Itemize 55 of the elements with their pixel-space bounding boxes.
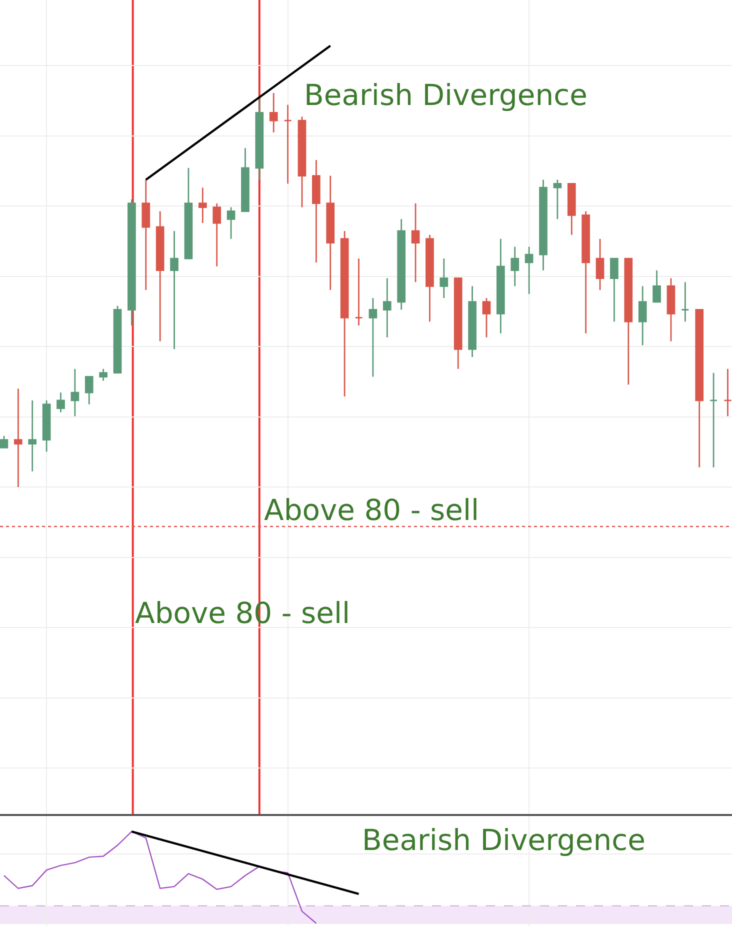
candlestick bbox=[610, 258, 618, 322]
candlestick bbox=[482, 297, 491, 338]
candlestick bbox=[99, 368, 108, 382]
candlestick bbox=[354, 258, 363, 326]
candlestick bbox=[397, 218, 406, 310]
candlestick bbox=[0, 435, 8, 448]
candlestick bbox=[298, 116, 306, 208]
candlestick bbox=[624, 258, 633, 386]
candlestick bbox=[113, 305, 122, 374]
candlestick bbox=[14, 388, 22, 488]
candlestick bbox=[709, 372, 718, 468]
candlestick bbox=[326, 175, 335, 291]
candlestick bbox=[42, 400, 51, 452]
candlestick bbox=[510, 246, 520, 287]
candlestick bbox=[582, 210, 590, 334]
candlestick bbox=[255, 96, 264, 180]
annotation: Bearish Divergence bbox=[362, 823, 646, 857]
candlestick bbox=[567, 182, 576, 236]
candlestick bbox=[524, 246, 534, 295]
candlestick bbox=[28, 400, 37, 472]
candlestick bbox=[695, 309, 704, 468]
candlestick bbox=[440, 258, 448, 299]
candlestick bbox=[468, 285, 476, 358]
candlestick bbox=[56, 392, 65, 413]
candlestick bbox=[724, 368, 732, 417]
ref-line-label: Above 80 - sell bbox=[264, 493, 480, 527]
candlestick bbox=[553, 179, 562, 220]
candlestick bbox=[198, 186, 207, 224]
candlestick bbox=[142, 179, 150, 291]
candlestick bbox=[184, 167, 193, 260]
candlestick bbox=[226, 206, 236, 240]
candlestick bbox=[382, 278, 392, 338]
candlestick bbox=[170, 230, 178, 350]
candlestick bbox=[84, 376, 94, 406]
candlestick bbox=[426, 234, 434, 322]
candlestick bbox=[368, 297, 378, 378]
candlestick bbox=[539, 179, 548, 272]
candlestick bbox=[269, 92, 278, 134]
candlestick bbox=[312, 159, 320, 264]
candlestick bbox=[638, 285, 647, 346]
candlestick bbox=[70, 368, 80, 417]
candlestick bbox=[212, 202, 222, 268]
candlestick bbox=[128, 198, 136, 326]
candlestick bbox=[411, 202, 420, 283]
candlestick bbox=[680, 281, 690, 322]
candlestick bbox=[666, 278, 676, 342]
candlestick bbox=[156, 210, 164, 342]
candlestick bbox=[454, 278, 462, 370]
candlestick bbox=[596, 238, 604, 291]
candlestick bbox=[340, 230, 349, 398]
annotation: Bearish Divergence bbox=[304, 78, 588, 112]
candlestick bbox=[241, 147, 250, 212]
candlestick bbox=[652, 270, 661, 303]
candlestick bbox=[284, 104, 292, 184]
candlestick bbox=[496, 238, 505, 334]
